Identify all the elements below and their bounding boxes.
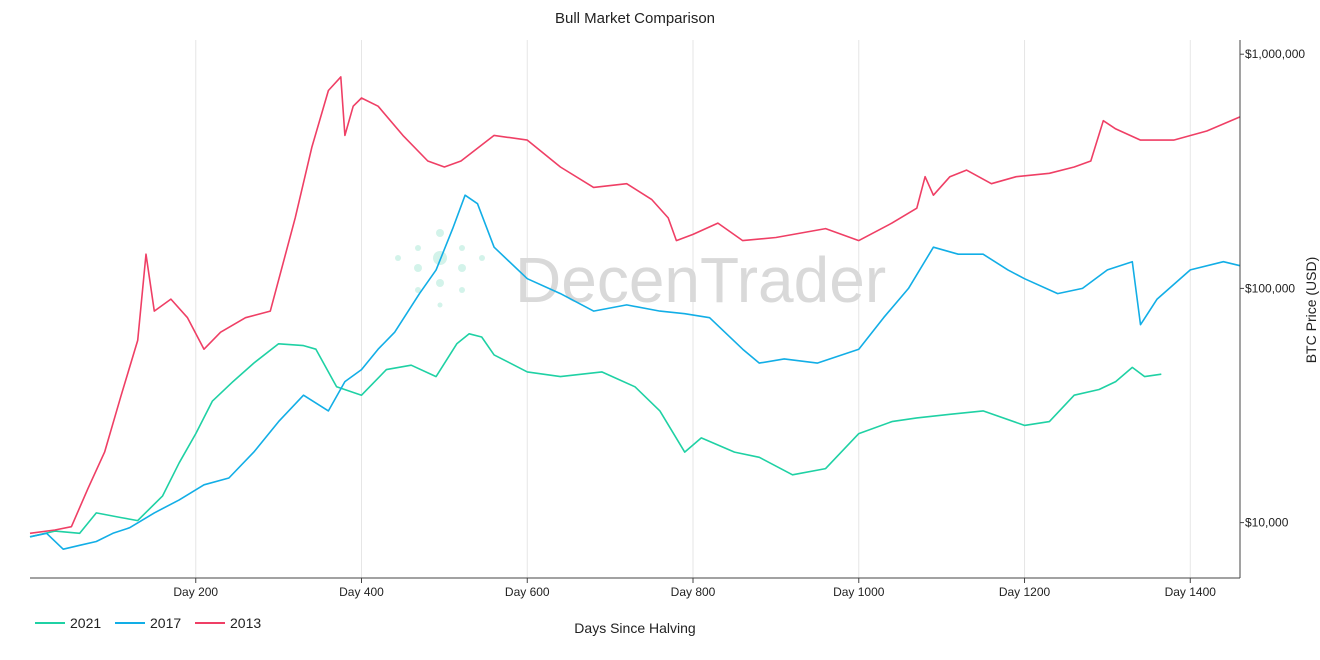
x-axis-ticks: Day 200 Day 400 Day 600 Day 800 Day 1000 Day … (173, 578, 1216, 599)
watermark-dot (415, 245, 421, 251)
legend-label-2017: 2017 (150, 615, 181, 631)
watermark-dot (436, 279, 444, 287)
watermark-text: DecenTrader (515, 244, 886, 316)
watermark-dot (395, 255, 401, 261)
x-tick-label: Day 1200 (999, 585, 1051, 599)
chart-title: Bull Market Comparison (555, 10, 715, 27)
legend: 2021 2017 2013 (35, 615, 261, 631)
y-axis-title: BTC Price (USD) (1303, 257, 1319, 364)
legend-item-2021[interactable]: 2021 (35, 615, 101, 631)
x-tick-label: Day 600 (505, 585, 550, 599)
legend-item-2013[interactable]: 2013 (195, 615, 261, 631)
watermark-dot (436, 229, 444, 237)
x-tick-label: Day 800 (671, 585, 716, 599)
legend-label-2021: 2021 (70, 615, 101, 631)
watermark-dot (415, 287, 421, 293)
watermark-dot (414, 264, 422, 272)
y-tick-label: $100,000 (1245, 281, 1295, 295)
legend-label-2013: 2013 (230, 615, 261, 631)
watermark-logo: DecenTrader (395, 229, 886, 316)
watermark-dot (479, 255, 485, 261)
y-tick-label: $10,000 (1245, 516, 1289, 530)
watermark-dot (433, 251, 447, 265)
watermark-dot (459, 245, 465, 251)
series-lines (29, 76, 1241, 551)
x-tick-label: Day 200 (173, 585, 218, 599)
watermark-dot (437, 302, 443, 308)
grid-lines (195, 40, 1191, 578)
watermark-dot (458, 264, 466, 272)
series-line-2013 (29, 76, 1241, 535)
series-line-2017 (29, 194, 1241, 551)
x-tick-label: Day 400 (339, 585, 384, 599)
y-tick-label: $1,000,000 (1245, 47, 1305, 61)
watermark-dot (459, 287, 465, 293)
series-line-2021 (29, 332, 1162, 538)
legend-item-2017[interactable]: 2017 (115, 615, 181, 631)
x-tick-label: Day 1000 (833, 585, 885, 599)
y-axis-ticks: $10,000 $100,000 $1,000,000 (1240, 47, 1305, 530)
x-axis-title: Days Since Halving (574, 620, 695, 636)
x-tick-label: Day 1400 (1165, 585, 1217, 599)
